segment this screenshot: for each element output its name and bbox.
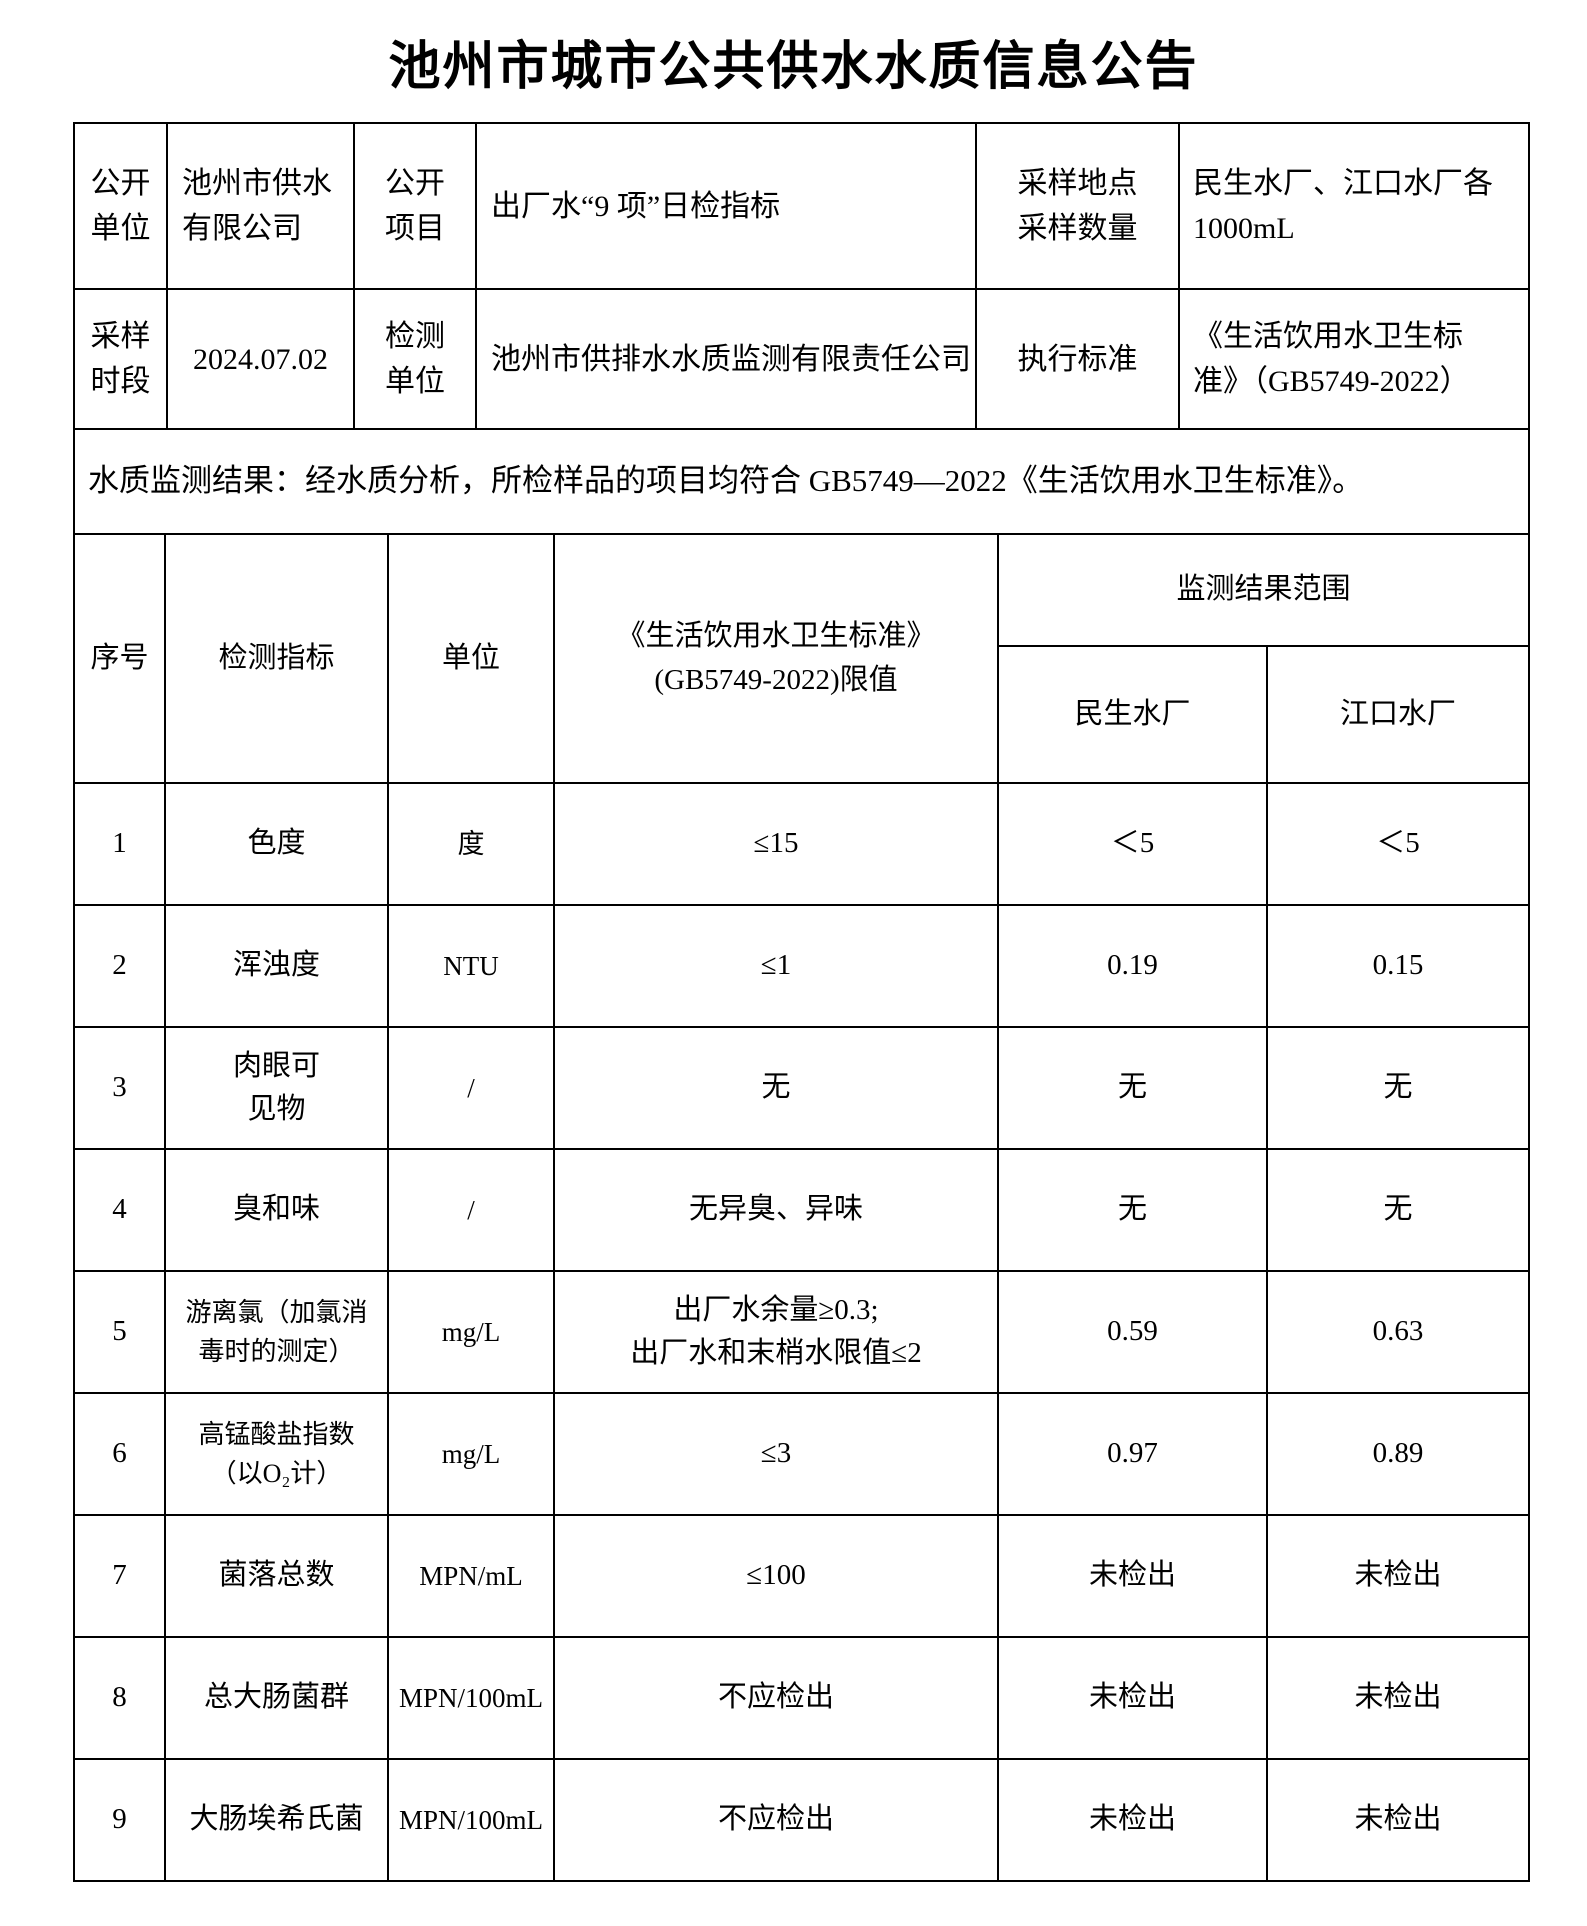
cell-plant1: ＜5 <box>997 782 1268 906</box>
title-bar: 池州市城市公共供水水质信息公告 <box>0 0 1587 122</box>
table-row: 9 大肠埃希氏菌 MPN/100mL 不应检出 未检出 未检出 <box>73 1758 1531 1882</box>
cell-seq: 3 <box>73 1026 166 1150</box>
cell-indicator: 臭和味 <box>164 1148 389 1272</box>
table-row: 7 菌落总数 MPN/mL ≤100 未检出 未检出 <box>73 1514 1531 1638</box>
info-table: 公开 单位 池州市供水 有限公司 公开 项目 出厂水“9 项”日检指标 采样地点… <box>73 122 1530 430</box>
cell-limit: 出厂水余量≥0.3; 出厂水和末梢水限值≤2 <box>553 1270 999 1394</box>
results-header-row-2: 民生水厂 江口水厂 <box>74 645 1531 784</box>
sampling-location-label: 采样地点 采样数量 <box>975 122 1180 290</box>
standard-value: 《生活饮用水卫生标 准》（GB5749-2022） <box>1178 288 1530 430</box>
cell-plant2: 0.63 <box>1265 1270 1531 1394</box>
cell-seq: 7 <box>73 1514 166 1638</box>
plant1-header: 民生水厂 <box>997 645 1268 784</box>
cell-indicator: 游离氯（加氯消 毒时的测定） <box>164 1270 389 1394</box>
col-indicator-header: 检测指标 <box>164 533 389 784</box>
cell-indicator: 色度 <box>164 782 389 906</box>
table-row: 1 色度 度 ≤15 ＜5 ＜5 <box>73 782 1531 906</box>
cell-limit: 不应检出 <box>553 1636 999 1760</box>
cell-plant2: ＜5 <box>1265 782 1531 906</box>
public-unit-label: 公开 单位 <box>73 122 168 290</box>
testing-unit-label: 检测 单位 <box>353 288 477 430</box>
cell-limit: ≤100 <box>553 1514 999 1638</box>
col-unit-header: 单位 <box>387 533 555 784</box>
cell-unit: / <box>387 1148 555 1272</box>
cell-plant1: 无 <box>997 1026 1268 1150</box>
cell-limit: ≤3 <box>553 1392 999 1516</box>
cell-seq: 4 <box>73 1148 166 1272</box>
table-row: 4 臭和味 / 无异臭、异味 无 无 <box>73 1148 1531 1272</box>
cell-plant1: 未检出 <box>997 1636 1268 1760</box>
cell-unit: MPN/100mL <box>387 1636 555 1760</box>
cell-plant1: 0.19 <box>997 904 1268 1028</box>
public-item-label: 公开 项目 <box>353 122 477 290</box>
cell-plant2: 无 <box>1265 1148 1531 1272</box>
cell-limit: ≤1 <box>553 904 999 1028</box>
sampling-period-value: 2024.07.02 <box>166 288 355 430</box>
table-row: 2 浑浊度 NTU ≤1 0.19 0.15 <box>73 904 1531 1028</box>
cell-limit: 无 <box>553 1026 999 1150</box>
cell-plant1: 未检出 <box>997 1514 1268 1638</box>
col-limit-header: 《生活饮用水卫生标准》 (GB5749-2022)限值 <box>553 533 999 784</box>
table-row: 8 总大肠菌群 MPN/100mL 不应检出 未检出 未检出 <box>73 1636 1531 1760</box>
results-header-row-1: 序号 检测指标 单位 《生活饮用水卫生标准》 (GB5749-2022)限值 监… <box>73 533 1531 784</box>
table-row: 5 游离氯（加氯消 毒时的测定） mg/L 出厂水余量≥0.3; 出厂水和末梢水… <box>73 1270 1531 1394</box>
cell-seq: 2 <box>73 904 166 1028</box>
cell-indicator: 高锰酸盐指数 （以O₂计） <box>164 1392 389 1516</box>
statement-row: 水质监测结果：经水质分析，所检样品的项目均符合 GB5749—2022《生活饮用… <box>73 428 1530 535</box>
cell-limit: ≤15 <box>553 782 999 906</box>
cell-plant2: 0.15 <box>1265 904 1531 1028</box>
cell-unit: NTU <box>387 904 555 1028</box>
page-title: 池州市城市公共供水水质信息公告 <box>388 38 1199 96</box>
cell-unit: / <box>387 1026 555 1150</box>
sampling-period-label: 采样 时段 <box>73 288 168 430</box>
cell-plant1: 无 <box>997 1148 1268 1272</box>
cell-plant2: 未检出 <box>1265 1514 1531 1638</box>
statement-box: 水质监测结果：经水质分析，所检样品的项目均符合 GB5749—2022《生活饮用… <box>73 428 1530 535</box>
cell-unit: 度 <box>387 782 555 906</box>
cell-indicator: 总大肠菌群 <box>164 1636 389 1760</box>
cell-plant1: 未检出 <box>997 1758 1268 1882</box>
cell-unit: MPN/mL <box>387 1514 555 1638</box>
info-row-1: 公开 单位 池州市供水 有限公司 公开 项目 出厂水“9 项”日检指标 采样地点… <box>73 122 1530 290</box>
cell-plant1: 0.59 <box>997 1270 1268 1394</box>
cell-plant2: 未检出 <box>1265 1758 1531 1882</box>
cell-plant2: 0.89 <box>1265 1392 1531 1516</box>
plant2-header: 江口水厂 <box>1265 645 1531 784</box>
cell-indicator: 浑浊度 <box>164 904 389 1028</box>
standard-label: 执行标准 <box>975 288 1180 430</box>
cell-seq: 1 <box>73 782 166 906</box>
cell-plant1: 0.97 <box>997 1392 1268 1516</box>
table-row: 6 高锰酸盐指数 （以O₂计） mg/L ≤3 0.97 0.89 <box>73 1392 1531 1516</box>
testing-unit-value: 池州市供排水水质监测有限责任公司 <box>475 288 977 430</box>
col-seq-header: 序号 <box>73 533 166 784</box>
cell-plant2: 无 <box>1265 1026 1531 1150</box>
info-row-2: 采样 时段 2024.07.02 检测 单位 池州市供排水水质监测有限责任公司 … <box>73 288 1530 430</box>
cell-unit: mg/L <box>387 1392 555 1516</box>
results-table: 序号 检测指标 单位 《生活饮用水卫生标准》 (GB5749-2022)限值 监… <box>73 533 1531 1882</box>
cell-seq: 6 <box>73 1392 166 1516</box>
cell-seq: 5 <box>73 1270 166 1394</box>
cell-indicator: 大肠埃希氏菌 <box>164 1758 389 1882</box>
table-row: 3 肉眼可 见物 / 无 无 无 <box>73 1026 1531 1150</box>
public-item-value: 出厂水“9 项”日检指标 <box>475 122 977 290</box>
cell-indicator: 菌落总数 <box>164 1514 389 1638</box>
sampling-location-value: 民生水厂、江口水厂各 1000mL <box>1178 122 1530 290</box>
statement-text: 水质监测结果：经水质分析，所检样品的项目均符合 GB5749—2022《生活饮用… <box>73 428 1530 535</box>
cell-indicator: 肉眼可 见物 <box>164 1026 389 1150</box>
cell-plant2: 未检出 <box>1265 1636 1531 1760</box>
cell-unit: mg/L <box>387 1270 555 1394</box>
cell-seq: 9 <box>73 1758 166 1882</box>
public-unit-value: 池州市供水 有限公司 <box>166 122 355 290</box>
cell-limit: 无异臭、异味 <box>553 1148 999 1272</box>
result-range-header: 监测结果范围 <box>996 533 1531 647</box>
cell-limit: 不应检出 <box>553 1758 999 1882</box>
cell-unit: MPN/100mL <box>387 1758 555 1882</box>
cell-seq: 8 <box>73 1636 166 1760</box>
